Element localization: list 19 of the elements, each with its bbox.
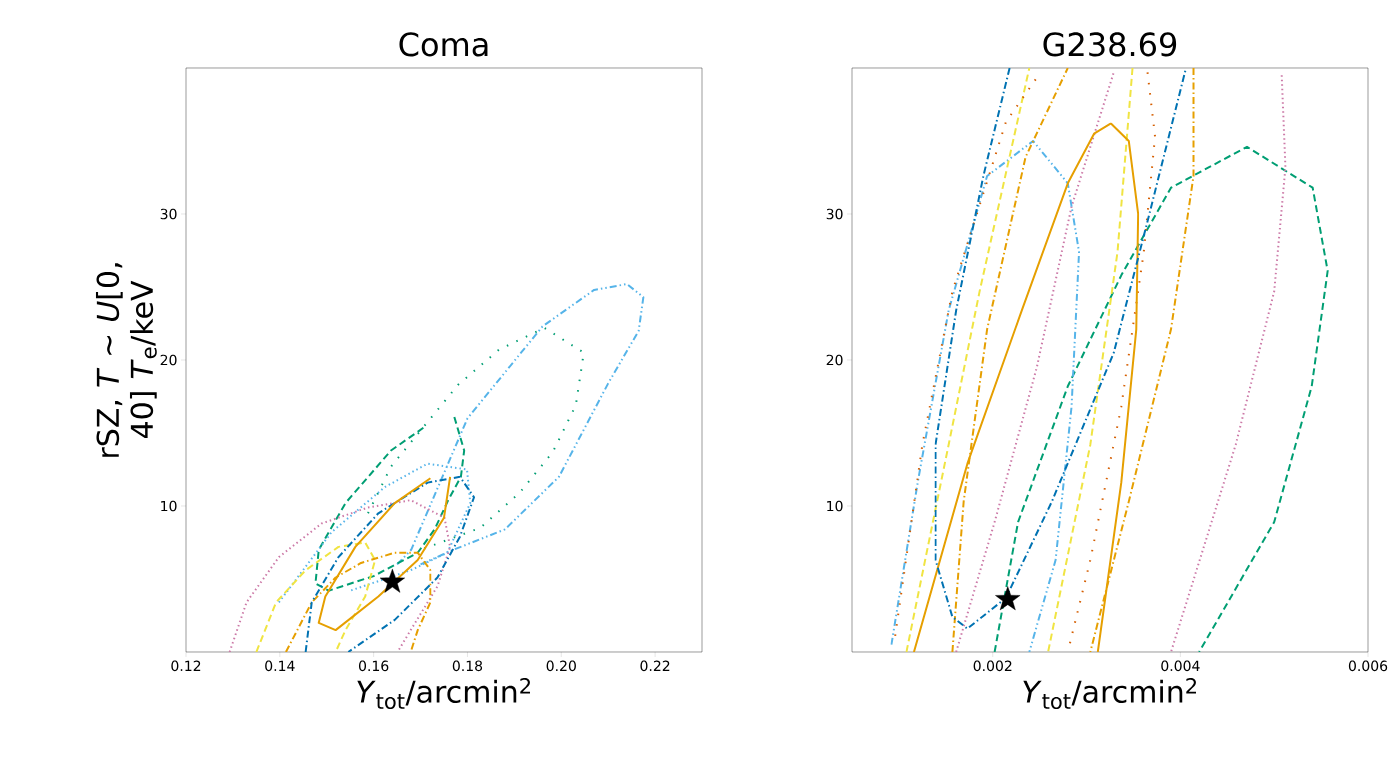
x-tick-label: 0.18 — [452, 660, 483, 672]
x-tick-label: 0.20 — [546, 660, 576, 672]
x-tick-label: 0.16 — [358, 660, 389, 672]
x-tick-label: 0.22 — [640, 660, 670, 672]
chart-title: Coma — [399, 32, 488, 57]
x-tick-label: 0.12 — [171, 660, 201, 672]
y-tick-label: 20 — [160, 354, 177, 366]
x-tick-label: 0.002 — [973, 660, 1012, 672]
y-tick-label: 20 — [826, 354, 843, 366]
x-axis-title: Y$_{tot}$/arcmin$^{2}$ — [1023, 677, 1196, 710]
chart-title: G238.69 — [1043, 32, 1177, 57]
y-tick-label: 30 — [160, 208, 177, 220]
x-tick-label: 0.14 — [265, 660, 295, 672]
y-tick-label: 30 — [826, 208, 843, 220]
x-tick-label: 0.004 — [1161, 660, 1200, 672]
y-tick-label: 10 — [827, 500, 843, 512]
x-axis-title: Y$_{tot}$/arcmin$^{2}$ — [357, 677, 530, 710]
y-tick-label: 10 — [161, 500, 177, 512]
x-tick-label: 0.006 — [1348, 660, 1388, 672]
